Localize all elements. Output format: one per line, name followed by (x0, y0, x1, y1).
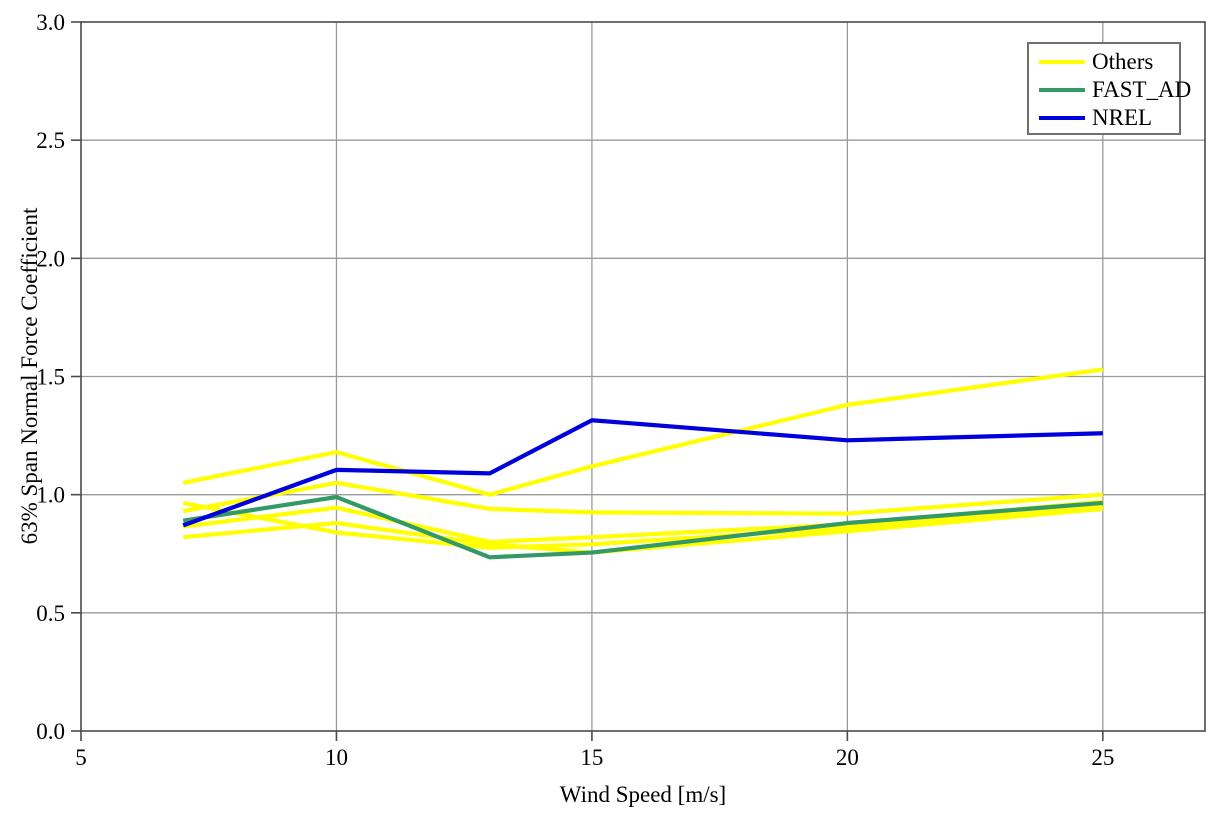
legend-item-nrel: NREL (1039, 104, 1179, 132)
series-line-nrel (182, 418, 1103, 528)
x-tick-label: 5 (75, 745, 87, 770)
legend-item-fast_ad: FAST_AD (1039, 76, 1191, 104)
legend: Others FAST_AD NREL (1027, 42, 1191, 135)
y-tick-label: 2.0 (36, 246, 65, 271)
y-tick-label: 0.0 (36, 719, 65, 744)
y-tick-label: 2.5 (36, 128, 65, 153)
legend-item-others: Others (1039, 48, 1179, 76)
x-axis-title: Wind Speed [m/s] (559, 782, 727, 807)
x-tick-label: 20 (836, 745, 859, 770)
series-line-others (182, 506, 1104, 555)
x-tick-label: 10 (325, 745, 348, 770)
y-tick-label: 0.5 (36, 601, 65, 626)
y-tick-label: 3.0 (36, 10, 65, 35)
series-line-fast_ad (182, 494, 1103, 560)
legend-label: Others (1092, 49, 1154, 74)
x-tick-label: 15 (580, 745, 603, 770)
y-tick-label: 1.0 (36, 483, 65, 508)
legend-label: NREL (1092, 105, 1153, 130)
series-line-others (182, 500, 1103, 550)
x-tick-label: 25 (1091, 745, 1114, 770)
legend-label: FAST_AD (1092, 77, 1192, 102)
legend-color-line-nrel (1039, 116, 1085, 120)
y-tick-label: 1.5 (36, 365, 65, 390)
legend-color-line-fast_ad (1039, 88, 1085, 92)
y-axis-title: 63% Span Normal Force Coefficient (17, 207, 42, 545)
series-line-others (182, 367, 1104, 497)
legend-color-line-others (1039, 60, 1085, 64)
series-line-others (182, 480, 1103, 516)
